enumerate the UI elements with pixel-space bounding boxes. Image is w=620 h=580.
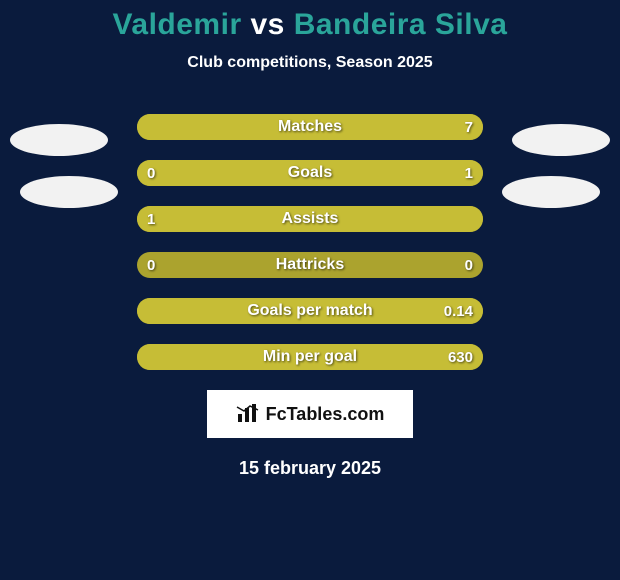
bars-area: Matches7 Goals01 Assists1 Hattricks00 Goals … — [0, 114, 620, 370]
player2-name: Bandeira Silva — [294, 8, 508, 41]
vs-word: vs — [250, 8, 284, 41]
subtitle: Club competitions, Season 2025 — [0, 54, 620, 72]
stat-fill-right — [137, 344, 483, 370]
logo-text: FcTables.com — [266, 404, 385, 425]
date-text: 15 february 2025 — [0, 458, 620, 479]
barchart-icon — [236, 404, 260, 424]
side-ellipse — [20, 176, 118, 208]
stat-track — [137, 252, 483, 278]
stat-row: Hattricks00 — [137, 252, 483, 278]
logo-box: FcTables.com — [207, 390, 413, 438]
player1-name: Valdemir — [113, 8, 242, 41]
page-title: Valdemir vs Bandeira Silva — [0, 0, 620, 42]
stat-fill-left — [137, 160, 199, 186]
side-ellipse — [502, 176, 600, 208]
side-ellipse — [10, 124, 108, 156]
stat-row: Matches7 — [137, 114, 483, 140]
stat-row: Assists1 — [137, 206, 483, 232]
stat-fill-left — [137, 206, 483, 232]
stat-fill-right — [137, 114, 483, 140]
stat-fill-right — [199, 160, 483, 186]
comparison-infographic: Valdemir vs Bandeira Silva Club competit… — [0, 0, 620, 580]
stat-row: Goals per match0.14 — [137, 298, 483, 324]
stat-row: Goals01 — [137, 160, 483, 186]
stat-row: Min per goal630 — [137, 344, 483, 370]
stat-fill-right — [137, 298, 483, 324]
side-ellipse — [512, 124, 610, 156]
